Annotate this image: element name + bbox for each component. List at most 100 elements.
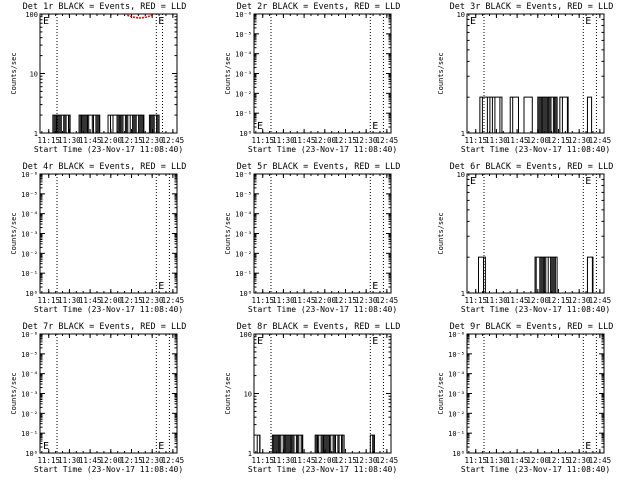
x-tick-label: 12:00	[314, 456, 337, 465]
y-tick-label: 10⁻³	[21, 231, 38, 239]
x-tick-label: 12:15	[120, 136, 143, 145]
marker-E: E	[470, 16, 476, 27]
x-tick-label: 12:00	[527, 136, 550, 145]
marker-E: E	[43, 16, 49, 27]
x-tick-label: 11:15	[464, 456, 487, 465]
x-tick-label: 12:45	[376, 296, 399, 305]
x-axis-label: Start Time (23-Nov-17 11:08:40)	[461, 145, 610, 154]
y-tick-label: 10⁻⁵	[21, 351, 38, 359]
event-series-segment	[586, 96, 593, 133]
y-tick-label: 10⁻⁴	[21, 211, 38, 219]
x-tick-label: 11:45	[293, 296, 316, 305]
y-axis-label: Counts/sec	[10, 212, 18, 254]
plot-frame	[253, 173, 392, 294]
y-tick-label: 10⁻⁶	[448, 331, 465, 339]
marker-E: E	[470, 176, 476, 187]
x-tick-label: 11:30	[485, 296, 508, 305]
x-tick-label: 12:00	[100, 296, 123, 305]
x-tick-label: 12:00	[100, 456, 123, 465]
event-series-segment	[369, 434, 375, 453]
y-tick-label: 10⁻²	[448, 410, 465, 418]
event-series-segment	[78, 114, 101, 133]
x-tick-label: 12:30	[568, 296, 591, 305]
x-tick-label: 12:45	[589, 296, 612, 305]
x-axis-label: Start Time (23-Nov-17 11:08:40)	[461, 305, 610, 314]
x-tick-label: 12:30	[355, 456, 378, 465]
panel-title: Det 3r BLACK = Events, RED = LLD	[450, 2, 614, 12]
y-tick-label: 10⁻²	[21, 250, 38, 258]
x-tick-label: 12:15	[547, 456, 570, 465]
marker-E: E	[372, 281, 378, 292]
marker-E: E	[257, 121, 263, 132]
event-series-segment	[523, 96, 533, 133]
x-tick-label: 12:45	[589, 456, 612, 465]
x-tick-label: 11:15	[464, 136, 487, 145]
x-tick-label: 12:00	[527, 296, 550, 305]
event-series-segment	[314, 434, 345, 453]
x-tick-label: 11:30	[58, 296, 81, 305]
x-tick-label: 11:15	[37, 136, 60, 145]
x-tick-label: 12:45	[162, 296, 185, 305]
plot-frame	[466, 333, 605, 454]
x-tick-label: 12:30	[568, 136, 591, 145]
x-tick-label: 12:15	[547, 296, 570, 305]
y-tick-label: 10⁰	[452, 450, 465, 458]
y-tick-label: 10⁻⁴	[448, 371, 465, 379]
x-tick-label: 12:45	[376, 456, 399, 465]
x-tick-label: 12:00	[314, 136, 337, 145]
marker-E: E	[158, 281, 164, 292]
marker-E: E	[585, 441, 591, 452]
x-tick-label: 11:45	[506, 136, 529, 145]
x-tick-label: 11:30	[58, 136, 81, 145]
x-tick-label: 12:30	[355, 296, 378, 305]
event-series-segment	[534, 256, 558, 293]
x-tick-label: 12:00	[314, 296, 337, 305]
x-tick-label: 11:45	[293, 456, 316, 465]
y-tick-label: 100	[25, 11, 38, 19]
x-tick-label: 11:45	[506, 296, 529, 305]
y-tick-label: 10⁰	[25, 290, 38, 298]
y-tick-label: 10⁻²	[235, 250, 252, 258]
event-series-segment	[477, 256, 486, 293]
plot-frame	[39, 173, 178, 294]
x-tick-label: 12:30	[355, 136, 378, 145]
event-series-segment	[52, 114, 71, 133]
marker-E: E	[585, 16, 591, 27]
x-tick-label: 11:15	[464, 296, 487, 305]
x-tick-label: 11:15	[251, 136, 274, 145]
x-axis-label: Start Time (23-Nov-17 11:08:40)	[248, 465, 397, 474]
marker-E: E	[372, 336, 378, 347]
y-axis-label: Counts/sec	[224, 372, 232, 414]
y-tick-label: 10⁻¹	[448, 430, 465, 438]
x-tick-label: 11:15	[251, 456, 274, 465]
marker-E: E	[158, 441, 164, 452]
y-tick-label: 10⁰	[239, 130, 252, 138]
y-axis-label: Counts/sec	[10, 372, 18, 414]
y-tick-label: 10⁻¹	[235, 270, 252, 278]
panel-title: Det 9r BLACK = Events, RED = LLD	[450, 322, 614, 332]
x-axis-label: Start Time (23-Nov-17 11:08:40)	[461, 465, 610, 474]
event-series-segment	[559, 96, 569, 133]
x-tick-label: 12:30	[141, 296, 164, 305]
x-axis-label: Start Time (23-Nov-17 11:08:40)	[34, 145, 183, 154]
y-tick-label: 10⁻³	[448, 391, 465, 399]
panel-title: Det 7r BLACK = Events, RED = LLD	[23, 322, 187, 332]
y-axis-label: Counts/sec	[10, 52, 18, 94]
event-series-segment	[107, 114, 118, 133]
y-tick-label: 10⁻⁶	[21, 171, 38, 179]
x-tick-label: 12:15	[120, 456, 143, 465]
x-tick-label: 11:45	[79, 136, 102, 145]
x-axis-label: Start Time (23-Nov-17 11:08:40)	[34, 465, 183, 474]
y-tick-label: 1	[248, 450, 252, 458]
x-axis-label: Start Time (23-Nov-17 11:08:40)	[248, 145, 397, 154]
x-tick-label: 11:30	[485, 136, 508, 145]
y-tick-label: 10⁻⁵	[235, 191, 252, 199]
marker-E: E	[158, 16, 164, 27]
y-axis-label: Counts/sec	[437, 212, 445, 254]
x-tick-label: 12:45	[376, 136, 399, 145]
x-tick-label: 12:15	[547, 136, 570, 145]
y-tick-label: 10⁻¹	[235, 110, 252, 118]
y-tick-label: 10	[244, 391, 252, 399]
y-tick-label: 10⁰	[25, 450, 38, 458]
y-axis-label: Counts/sec	[224, 52, 232, 94]
